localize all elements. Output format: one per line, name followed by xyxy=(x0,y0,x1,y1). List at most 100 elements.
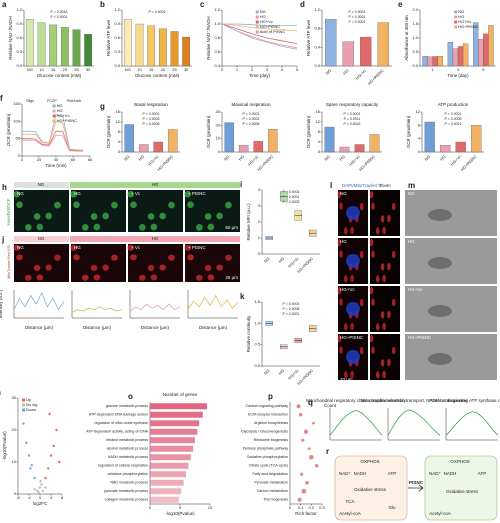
cell xyxy=(371,346,375,354)
x-tick-label: 0 xyxy=(289,505,292,510)
bar xyxy=(138,144,149,153)
schematic-label: Acetyl-coA xyxy=(339,511,361,516)
y-tick-label: 0.6 xyxy=(16,35,22,40)
y-tick-label: 12 xyxy=(116,119,121,124)
y-tick-label: regulation of cellular respiration xyxy=(98,464,148,468)
chart-title: Number of genes xyxy=(163,392,198,397)
dot xyxy=(301,438,305,442)
cell xyxy=(380,215,385,223)
cell xyxy=(225,254,232,261)
y-tick-label: Calcium signaling pathway xyxy=(245,404,288,408)
y-tick-label: regulation of nitric-oxide synthase xyxy=(94,421,148,425)
schematic-label: NAD⁺ xyxy=(429,471,442,476)
bar xyxy=(452,48,459,67)
y-tick-label: oxidative phosphorylation xyxy=(107,472,148,476)
legend-swatch xyxy=(255,20,259,24)
cell xyxy=(339,250,343,258)
schematic-label: Acetyl-coA xyxy=(429,511,451,516)
dot xyxy=(300,472,304,476)
bar xyxy=(150,411,203,418)
x-axis-label: Time (day) xyxy=(447,73,469,78)
y-tick-label: 4 xyxy=(118,139,121,144)
x-tick-label: 25 xyxy=(74,67,79,72)
line xyxy=(71,306,123,313)
scale-bar: 10 µm xyxy=(340,377,353,382)
annotation: Rot/AntA xyxy=(67,99,82,103)
chart-title: Mitochondrial respiratory chain complex … xyxy=(306,398,406,403)
annotation: FCCP xyxy=(47,99,57,103)
cell xyxy=(391,346,396,355)
legend-swatch xyxy=(22,403,25,407)
dot xyxy=(309,454,314,460)
panel-letter: c xyxy=(200,0,205,9)
y-tick-label: 0.8 xyxy=(214,35,220,40)
legend-swatch xyxy=(255,10,259,14)
annotation: Oligo xyxy=(26,99,34,103)
schematic-label: OXPHOS xyxy=(360,459,379,464)
cell xyxy=(391,298,396,307)
x-axis-label: -log10(Pvalue) xyxy=(165,511,195,516)
cell xyxy=(350,274,354,283)
line xyxy=(13,291,65,311)
image-label: + PtSNC xyxy=(188,245,206,250)
annotation: P = 0.0042 xyxy=(344,122,361,126)
bar xyxy=(150,403,207,410)
panel-letter: l xyxy=(330,181,332,190)
y-axis-label: Relative ATP level xyxy=(106,20,111,56)
cell xyxy=(337,334,342,343)
cell xyxy=(382,322,386,331)
y-tick-label: 1.5 xyxy=(412,21,418,26)
cell xyxy=(82,274,89,281)
cell xyxy=(196,224,203,231)
panel-letter: k xyxy=(240,292,245,301)
panel-letter: e xyxy=(398,0,403,9)
y-tick-label: 30 xyxy=(216,109,221,114)
bar xyxy=(377,22,389,67)
chart-title: Proton-transporting ATP synthase complex xyxy=(429,398,500,403)
schematic-label: Oxidative stress xyxy=(446,489,479,494)
x-tick-label: HG xyxy=(277,256,285,264)
y-tick-label: Pyruvate metabolism xyxy=(254,481,288,485)
x-tick-label: 30 xyxy=(86,67,91,72)
x-axis-label: Time (day) xyxy=(249,73,271,78)
cell xyxy=(387,262,391,271)
point xyxy=(40,483,43,486)
y-tick-label: 0.3 xyxy=(16,49,22,54)
mitochondrion xyxy=(428,209,452,221)
y-tick-label: 0.8 xyxy=(314,26,320,31)
dot xyxy=(307,447,311,451)
chart-title: ATP production xyxy=(438,102,469,107)
y-tick-label: 0.0 xyxy=(114,63,120,68)
cell xyxy=(376,275,380,283)
bar xyxy=(440,145,451,153)
bar xyxy=(483,33,489,67)
dot xyxy=(303,429,309,434)
point xyxy=(52,444,55,448)
bar xyxy=(150,462,189,469)
image-label: + Vc xyxy=(131,191,141,196)
legend-swatch xyxy=(255,30,259,34)
y-tick-label: 150 xyxy=(13,101,20,106)
x-tick-label: 15 xyxy=(51,67,56,72)
cell xyxy=(187,201,194,209)
point xyxy=(58,460,61,464)
annotation: P = 0.0011 xyxy=(344,117,361,121)
bar xyxy=(49,24,58,67)
mitochondrion xyxy=(428,305,452,317)
bar xyxy=(424,121,435,153)
cell xyxy=(73,201,80,209)
cell xyxy=(150,223,158,231)
y-tick-label: 0 xyxy=(118,149,121,154)
x-tick-label: NG xyxy=(263,256,271,264)
point xyxy=(49,454,53,457)
annotation: P = 0.0008 xyxy=(283,307,300,311)
line xyxy=(221,23,298,32)
legend-label: HG+Vc xyxy=(260,19,273,24)
line xyxy=(22,130,84,152)
annotation: P = 0.0002 xyxy=(283,200,300,204)
cell xyxy=(391,202,396,211)
cell xyxy=(111,254,118,261)
legend-swatch xyxy=(454,15,458,19)
schematic-label: TCA xyxy=(346,499,355,504)
